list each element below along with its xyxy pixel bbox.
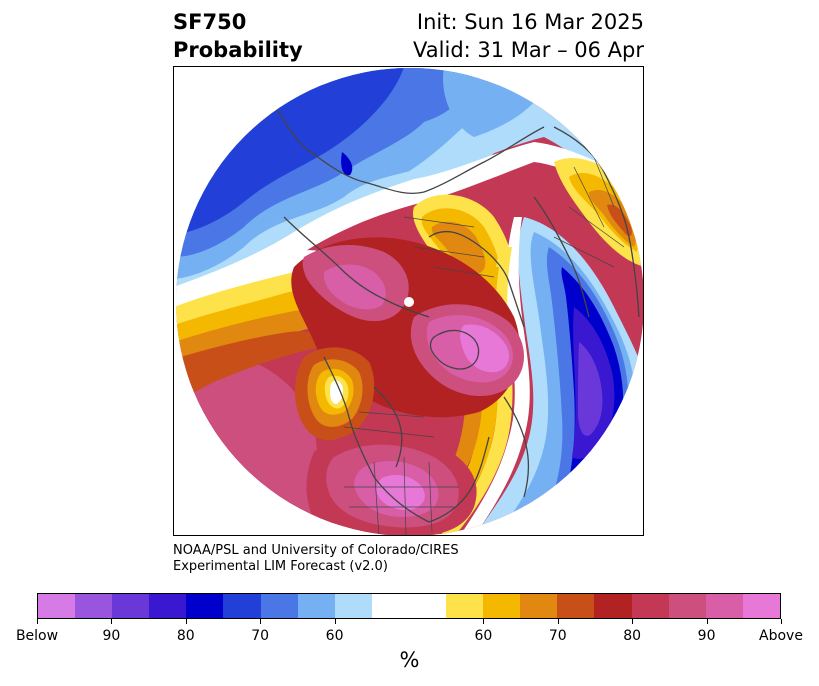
colorbar-segment [112,594,150,618]
colorbar-segment [483,594,521,618]
colorbar-tick-mark [707,619,708,624]
colorbar-tick-label: 80 [623,628,642,644]
colorbar-segment [631,594,669,618]
colorbar-tick-mark [37,619,38,624]
colorbar-segment [223,594,261,618]
colorbar-segment [260,594,298,618]
credit-line-2: Experimental LIM Forecast (v2.0) [173,559,388,574]
colorbar-tick-mark [632,619,633,624]
colorbar-segment [594,594,632,618]
forecast-dates: Init: Sun 16 Mar 2025 Valid: 31 Mar – 06… [300,8,644,64]
colorbar-tick-mark [781,619,782,624]
colorbar-segment [705,594,743,618]
pole-marker [404,297,414,307]
colorbar-tick-label: 90 [102,628,121,644]
colorbar-tick-mark [335,619,336,624]
valid-dates: Valid: 31 Mar – 06 Apr [413,38,644,62]
title-line-1: SF750 [173,10,247,34]
colorbar-segment [668,594,706,618]
colorbar-segment [186,594,224,618]
colorbar-segment [38,594,76,618]
colorbar-segment [557,594,595,618]
colorbar-segment [520,594,558,618]
borders [343,156,625,535]
colorbar-segment [149,594,187,618]
colorbar-tick-label: 70 [548,628,567,644]
colorbar-segment [75,594,113,618]
colorbar-tick-label: Above [759,628,803,644]
credit: NOAA/PSL and University of Colorado/CIRE… [173,543,459,575]
colorbar-tick-mark [558,619,559,624]
colorbar-tick-label: 70 [251,628,270,644]
colorbar-tick-label: 90 [697,628,716,644]
colorbar-tick-mark [483,619,484,624]
map-panel [173,66,644,536]
colorbar-segment [297,594,335,618]
title-line-2: Probability [173,38,303,62]
colorbar-tick-label: 60 [474,628,493,644]
colorbar-tick-label: Below [15,628,59,644]
colorbar-segment [371,594,409,618]
probability-map [176,68,643,535]
colorbar-tick-mark [260,619,261,624]
colorbar-segment [334,594,372,618]
init-date: Init: Sun 16 Mar 2025 [416,10,644,34]
units-label: % [399,648,420,672]
colorbar-segment [446,594,484,618]
colorbar-tick-label: 60 [325,628,344,644]
coastlines [253,86,640,523]
colorbar-tick-label: 80 [176,628,195,644]
map-title: SF750 Probability [173,8,303,64]
colorbar [37,593,781,619]
colorbar-tick-mark [186,619,187,624]
credit-line-1: NOAA/PSL and University of Colorado/CIRE… [173,543,459,558]
colorbar-segment [742,594,780,618]
colorbar-segment [408,594,447,618]
colorbar-tick-mark [111,619,112,624]
